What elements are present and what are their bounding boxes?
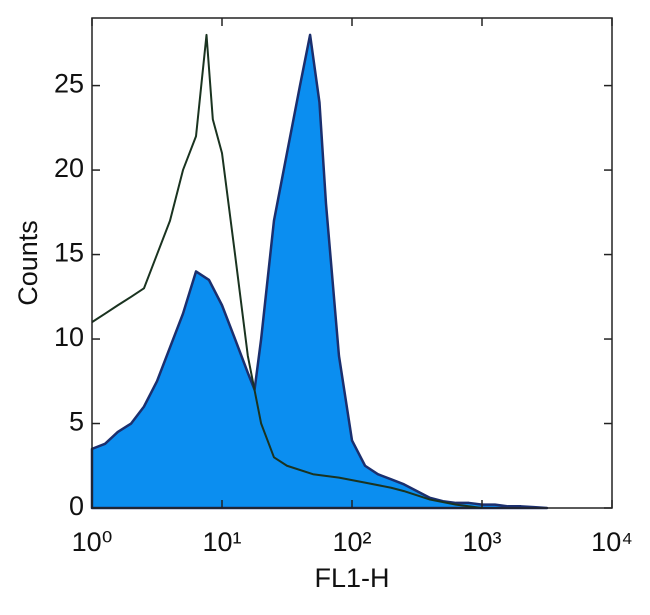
y-tick-label: 0 (69, 491, 84, 521)
y-tick-label: 10 (54, 322, 84, 352)
x-tick-label: 10⁰ (72, 527, 113, 557)
x-tick-label: 10³ (462, 527, 501, 557)
histogram-line (91, 33, 483, 509)
x-tick-label: 10⁴ (591, 527, 633, 557)
y-tick-label: 15 (54, 238, 84, 268)
histogram-area (90, 33, 549, 510)
x-tick-label: 10² (332, 527, 371, 557)
y-tick-label: 5 (69, 407, 84, 437)
x-tick-label: 10¹ (202, 527, 241, 557)
y-tick-label: 25 (54, 69, 84, 99)
x-axis-label: FL1-H (314, 563, 389, 593)
y-axis-label: Counts (13, 220, 43, 306)
y-tick-label: 20 (54, 153, 84, 183)
